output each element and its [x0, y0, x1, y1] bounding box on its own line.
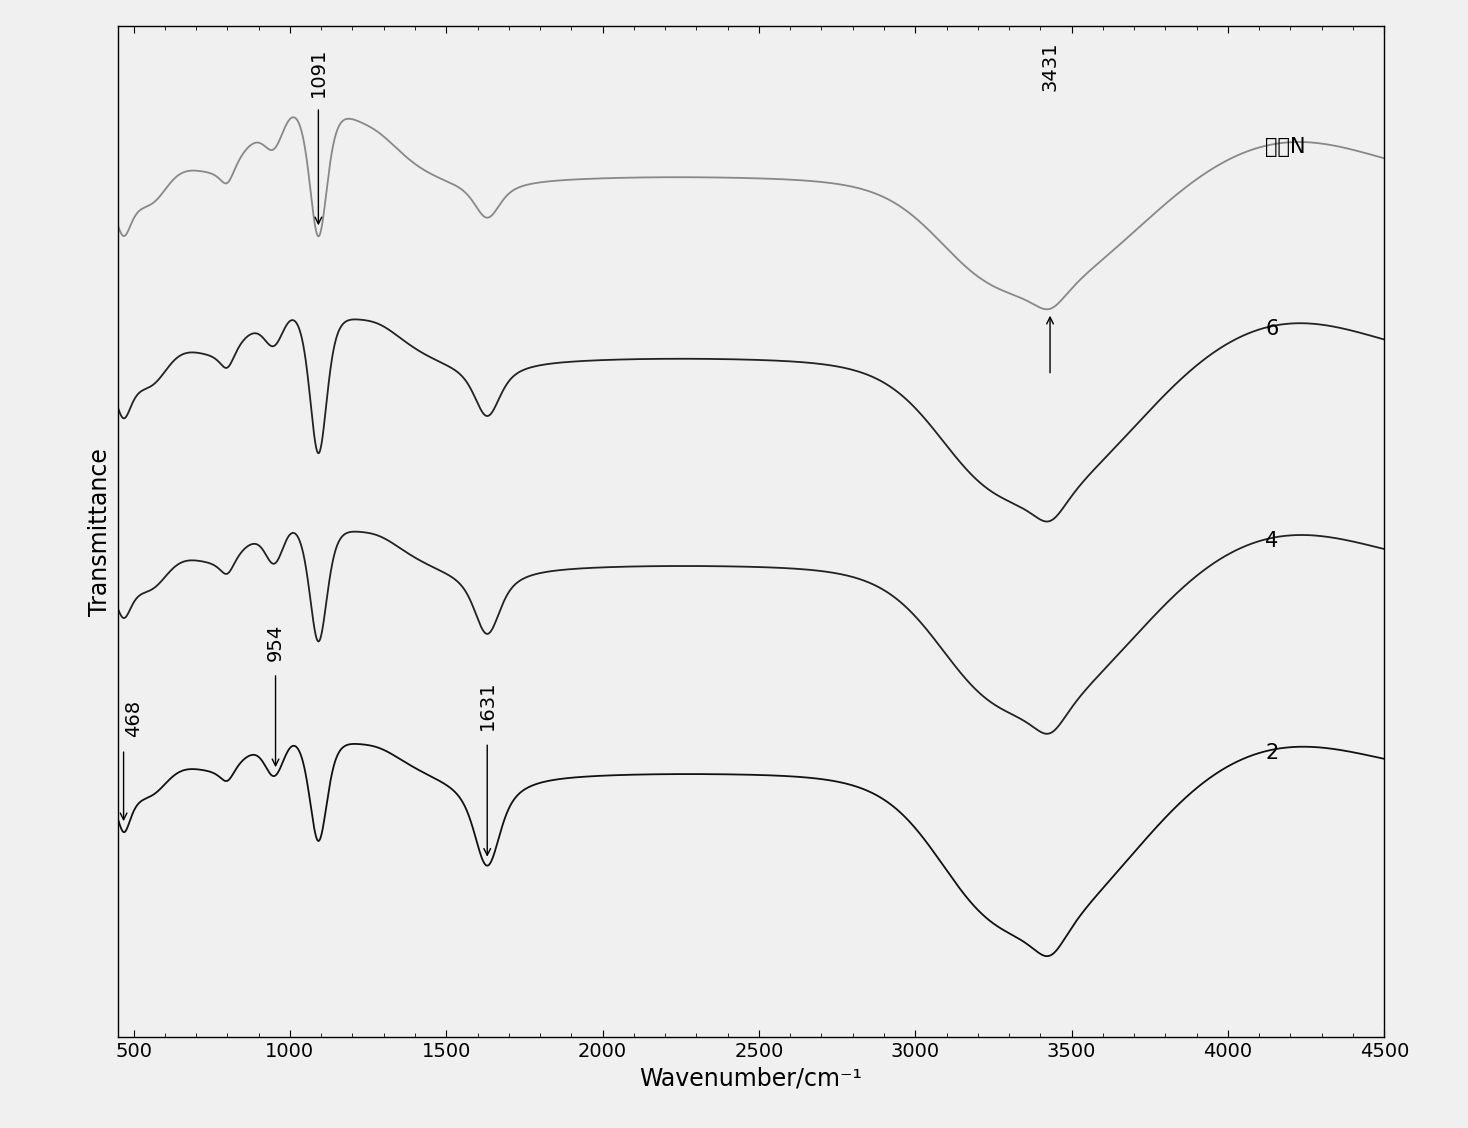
X-axis label: Wavenumber/cm⁻¹: Wavenumber/cm⁻¹ [640, 1066, 863, 1091]
Text: 不含N: 不含N [1265, 138, 1307, 158]
Y-axis label: Transmittance: Transmittance [88, 448, 113, 616]
Text: 3431: 3431 [1041, 42, 1060, 91]
Text: 6: 6 [1265, 319, 1279, 340]
Text: 1631: 1631 [477, 680, 496, 730]
Text: 4: 4 [1265, 531, 1279, 552]
Text: 2: 2 [1265, 743, 1279, 763]
Text: 1091: 1091 [308, 47, 327, 97]
Text: 954: 954 [266, 624, 285, 661]
Text: 468: 468 [123, 700, 142, 737]
